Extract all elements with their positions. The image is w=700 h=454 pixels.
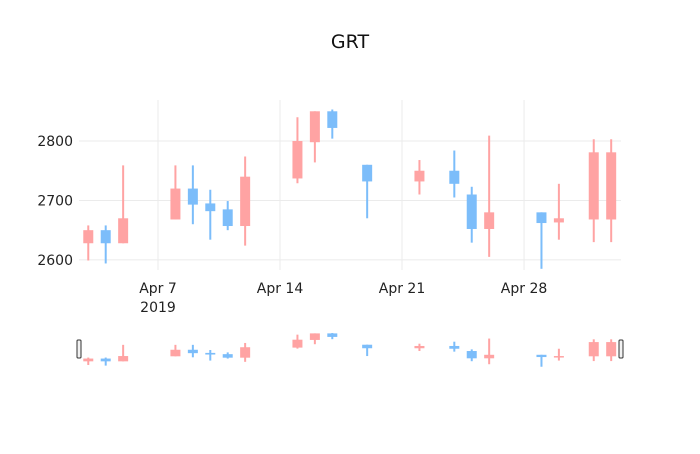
slider-candle-body xyxy=(327,333,338,337)
x-tick-label: Apr 14 xyxy=(257,281,304,297)
slider-candle-body xyxy=(309,333,320,340)
candle-increasing[interactable] xyxy=(118,165,129,244)
candle-body xyxy=(205,203,216,212)
candle-increasing[interactable] xyxy=(553,183,564,240)
x-tick-label: Apr 7 xyxy=(139,281,177,297)
candle-body xyxy=(536,212,547,224)
gridlines xyxy=(79,100,621,270)
slider-candle-body xyxy=(292,339,303,348)
slider-candle-body xyxy=(466,351,477,359)
candle-body xyxy=(327,111,338,128)
candle-body xyxy=(118,218,129,244)
candle-decreasing[interactable] xyxy=(449,150,460,198)
slider-candle-body xyxy=(83,358,94,362)
candle-body xyxy=(588,152,599,220)
candle-body xyxy=(553,218,564,223)
slider-candle-body xyxy=(362,344,373,349)
candle-increasing[interactable] xyxy=(484,135,495,257)
candle-decreasing[interactable] xyxy=(466,186,477,243)
slider-candle-body xyxy=(449,345,460,349)
candle-decreasing[interactable] xyxy=(327,109,338,139)
candle-body xyxy=(309,111,320,143)
slider-candle-body xyxy=(100,358,111,362)
candle-body xyxy=(484,212,495,229)
slider-candle-body xyxy=(484,354,495,359)
y-tick-label: 2600 xyxy=(37,253,73,269)
chart-title: GRT xyxy=(330,31,370,53)
slider-candle-body xyxy=(414,345,425,349)
candle-body xyxy=(240,176,251,227)
x-tick-label: Apr 21 xyxy=(379,281,425,297)
slider-candle-body xyxy=(606,342,617,357)
candle-body xyxy=(222,209,233,227)
candle-body xyxy=(170,188,181,220)
slider-candle-body xyxy=(170,349,181,357)
candle-decreasing[interactable] xyxy=(536,212,547,269)
candle-body xyxy=(292,141,303,179)
slider-candle-body xyxy=(222,354,233,358)
candle-increasing[interactable] xyxy=(292,117,303,184)
slider-candle-body xyxy=(187,349,198,354)
range-slider-right-handle[interactable] xyxy=(618,339,624,359)
slider-candle-body xyxy=(205,352,216,355)
x-axis-ticks: Apr 7 2019 Apr 14 Apr 21 Apr 28 xyxy=(139,281,547,316)
slider-candle-body xyxy=(240,347,251,358)
range-slider[interactable] xyxy=(76,333,624,367)
y-axis-ticks: 2600 2700 2800 xyxy=(37,134,73,269)
candle-decreasing[interactable] xyxy=(187,165,198,225)
candle-body xyxy=(362,164,373,182)
candle-body xyxy=(100,230,111,244)
x-tick-label: Apr 28 xyxy=(501,281,547,297)
candle-body xyxy=(606,152,617,220)
candle-decreasing[interactable] xyxy=(205,189,216,240)
candle-body xyxy=(466,194,477,229)
candle-increasing[interactable] xyxy=(414,160,425,195)
x-tick-label: 2019 xyxy=(140,300,176,316)
candle-body xyxy=(414,170,425,182)
candle-increasing[interactable] xyxy=(83,225,94,261)
range-slider-left-handle[interactable] xyxy=(76,339,82,359)
y-tick-label: 2800 xyxy=(37,134,73,150)
candle-body xyxy=(83,230,94,244)
slider-candle-body xyxy=(553,356,564,358)
y-tick-label: 2700 xyxy=(37,193,73,209)
slider-candle-body xyxy=(118,356,129,362)
candle-body xyxy=(449,170,460,184)
candle-decreasing[interactable] xyxy=(222,201,233,231)
slider-candle-body xyxy=(536,354,547,358)
candle-body xyxy=(187,188,198,205)
candle-increasing[interactable] xyxy=(588,139,599,243)
candle-increasing[interactable] xyxy=(309,111,320,163)
candle-increasing[interactable] xyxy=(170,165,181,220)
candle-decreasing[interactable] xyxy=(362,164,373,219)
candles xyxy=(83,109,617,269)
slider-candle-body xyxy=(588,342,599,357)
candle-increasing[interactable] xyxy=(606,139,617,243)
candle-decreasing[interactable] xyxy=(100,225,111,264)
candle-increasing[interactable] xyxy=(240,156,251,246)
